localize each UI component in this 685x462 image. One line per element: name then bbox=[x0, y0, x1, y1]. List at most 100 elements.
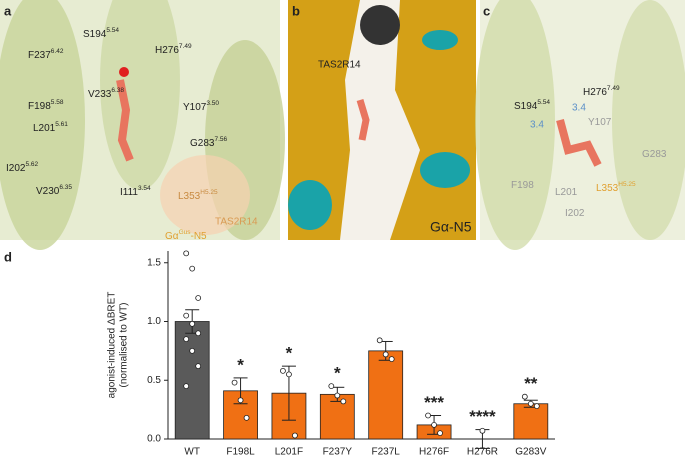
x-tick-label: G283V bbox=[515, 447, 546, 458]
data-point bbox=[388, 356, 395, 363]
residue-label: H2767.49 bbox=[155, 43, 192, 56]
significance-label: ** bbox=[524, 374, 538, 393]
data-point bbox=[437, 430, 443, 437]
significance-label: **** bbox=[469, 407, 496, 426]
gprotein-sup: Gus bbox=[179, 229, 192, 236]
residue-name: Y107 bbox=[183, 102, 207, 113]
gprotein-suffix: -N5 bbox=[190, 231, 207, 242]
residue-label: S1945.54 bbox=[83, 27, 119, 40]
x-tick-label: H276F bbox=[419, 447, 449, 458]
residue-label: F1985.58 bbox=[28, 99, 64, 112]
residue-sup: 5.54 bbox=[537, 99, 550, 106]
panel-c-image bbox=[475, 0, 685, 250]
data-point bbox=[195, 330, 202, 337]
data-point bbox=[243, 414, 250, 421]
residue-label: V2306.35 bbox=[36, 184, 72, 197]
residue-label: Y107 bbox=[588, 117, 612, 128]
data-point bbox=[183, 312, 190, 319]
x-tick-label: L201F bbox=[275, 447, 303, 458]
y-tick-label: 1.5 bbox=[147, 257, 161, 268]
data-point bbox=[183, 336, 190, 343]
residue-label: S1945.54 bbox=[514, 99, 550, 112]
residue-label: I202 bbox=[565, 208, 585, 219]
residue-label: L353H5.25 bbox=[596, 181, 636, 194]
residue-label: I1113.54 bbox=[120, 185, 151, 198]
residue-name: S194 bbox=[514, 101, 538, 112]
residue-label: V2336.38 bbox=[88, 87, 124, 100]
significance-label: * bbox=[286, 344, 293, 363]
residue-name: F198 bbox=[28, 101, 51, 112]
residue-label: L201 bbox=[555, 187, 578, 198]
residue-name: G283 bbox=[642, 149, 667, 160]
y-axis-label: (normalised to WT) bbox=[119, 302, 130, 387]
residue-label: H2767.49 bbox=[583, 85, 620, 98]
data-point bbox=[183, 250, 190, 257]
x-tick-label: F237L bbox=[372, 447, 401, 458]
residue-sup: 3.50 bbox=[206, 100, 219, 107]
residue-sup: 5.58 bbox=[51, 99, 64, 106]
residue-sup: 5.61 bbox=[55, 121, 68, 128]
distance-label: 3.4 bbox=[530, 120, 544, 131]
panel-a-image bbox=[0, 0, 285, 250]
residue-label: L2015.61 bbox=[33, 121, 68, 134]
residue-label: F2376.42 bbox=[28, 48, 64, 61]
residue-name: L201 bbox=[555, 187, 578, 198]
residue-name: F237 bbox=[28, 50, 51, 61]
gprotein-label: GαGus-N5 bbox=[165, 229, 207, 242]
residue-label: Y1073.50 bbox=[183, 100, 219, 113]
data-point bbox=[479, 427, 486, 434]
residue-name: L201 bbox=[33, 123, 56, 134]
panel-label: a bbox=[4, 3, 12, 18]
residue-label: G2837.56 bbox=[190, 136, 228, 149]
data-point bbox=[382, 351, 389, 358]
residue-sup: 6.35 bbox=[59, 184, 72, 191]
panel-label: c bbox=[483, 3, 490, 18]
x-tick-label: F198L bbox=[226, 447, 255, 458]
data-point bbox=[328, 383, 335, 390]
data-point bbox=[533, 403, 540, 410]
residue-sup: 5.62 bbox=[25, 161, 38, 168]
data-point bbox=[292, 432, 298, 439]
panel-label: d bbox=[4, 249, 12, 264]
residue-name: I202 bbox=[565, 208, 585, 219]
data-point bbox=[334, 392, 341, 399]
y-tick-label: 0.0 bbox=[147, 434, 161, 445]
data-point bbox=[189, 265, 196, 272]
residue-name: Y107 bbox=[588, 117, 612, 128]
gprotein-name: Gα bbox=[165, 231, 179, 242]
residue-name: L353 bbox=[178, 191, 201, 202]
data-point bbox=[431, 421, 437, 428]
residue-sup: 7.56 bbox=[214, 136, 227, 143]
residue-name: F198 bbox=[511, 180, 534, 191]
significance-label: *** bbox=[424, 393, 444, 412]
residue-sup: 3.54 bbox=[138, 185, 151, 192]
data-point bbox=[280, 367, 286, 374]
residue-name: I111 bbox=[120, 187, 138, 198]
residue-sup: 6.42 bbox=[51, 48, 64, 55]
distance-label: 3.4 bbox=[572, 103, 586, 114]
residue-name: V233 bbox=[88, 89, 112, 100]
data-point bbox=[340, 398, 347, 405]
residue-label: F198 bbox=[511, 180, 534, 191]
residue-sup: 7.49 bbox=[179, 43, 192, 50]
gprotein-label: Gα-N5 bbox=[430, 219, 472, 235]
x-tick-label: H276R bbox=[467, 447, 498, 458]
residue-sup: H5.25 bbox=[200, 189, 218, 196]
residue-name: H276 bbox=[583, 87, 607, 98]
data-point bbox=[195, 295, 202, 301]
residue-name: L353 bbox=[596, 183, 619, 194]
residue-name: I202 bbox=[6, 163, 26, 174]
residue-label: G283 bbox=[642, 149, 667, 160]
residue-name: V230 bbox=[36, 186, 60, 197]
data-point bbox=[425, 412, 431, 419]
data-point bbox=[376, 337, 383, 344]
significance-label: * bbox=[237, 355, 244, 374]
residue-sup: 5.54 bbox=[106, 27, 119, 34]
data-point bbox=[527, 400, 534, 407]
data-point bbox=[521, 393, 528, 400]
x-tick-label: F237Y bbox=[323, 447, 353, 458]
y-axis-label: agonist-induced ΔBRET bbox=[107, 292, 118, 399]
data-point bbox=[195, 363, 202, 370]
data-point bbox=[189, 347, 196, 354]
